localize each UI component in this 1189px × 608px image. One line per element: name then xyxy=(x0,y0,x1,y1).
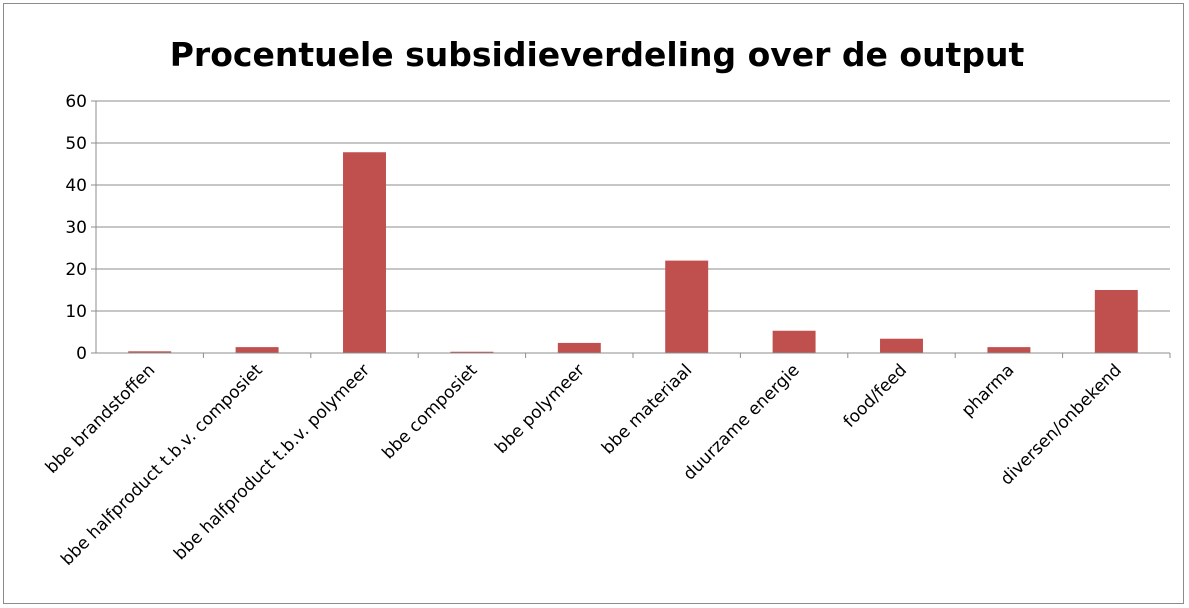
bar xyxy=(557,342,601,353)
x-category-label: bbe halfproduct t.b.v. polymeer xyxy=(170,360,374,564)
y-axis-tick-labels: 0 10 20 30 40 50 60 xyxy=(65,92,87,364)
y-tick-label: 30 xyxy=(65,218,87,238)
y-tick-label: 20 xyxy=(65,260,87,280)
axes xyxy=(91,100,1171,358)
bars xyxy=(128,152,1138,353)
y-tick-label: 10 xyxy=(65,302,87,322)
x-category-label: bbe halfproduct t.b.v. composiet xyxy=(57,360,267,570)
y-tick-label: 40 xyxy=(65,176,87,196)
x-category-label: bbe materiaal xyxy=(598,360,696,458)
gridlines xyxy=(96,100,1170,312)
chart-frame: Procentuele subsidieverdeling over de ou… xyxy=(3,3,1184,604)
bar xyxy=(235,347,279,353)
bar xyxy=(665,260,709,353)
bar xyxy=(128,351,172,353)
bar xyxy=(450,351,494,353)
y-tick-label: 60 xyxy=(65,92,87,112)
x-category-label: bbe brandstoffen xyxy=(42,360,159,477)
bar-chart: Procentuele subsidieverdeling over de ou… xyxy=(42,35,1171,570)
chart-title: Procentuele subsidieverdeling over de ou… xyxy=(170,35,1025,74)
x-category-label: duurzame energie xyxy=(680,360,804,484)
x-category-label: bbe polymeer xyxy=(491,360,589,458)
x-category-label: food/feed xyxy=(840,360,911,431)
x-category-label: diversen/onbekend xyxy=(997,360,1126,489)
x-category-label: pharma xyxy=(958,360,1019,421)
bar xyxy=(987,347,1031,353)
x-category-label: bbe composiet xyxy=(378,360,481,463)
bar xyxy=(343,152,386,353)
bar xyxy=(1094,290,1138,353)
y-tick-label: 0 xyxy=(76,344,87,364)
y-tick-label: 50 xyxy=(65,134,87,154)
bar xyxy=(772,330,816,353)
bar xyxy=(880,338,923,353)
